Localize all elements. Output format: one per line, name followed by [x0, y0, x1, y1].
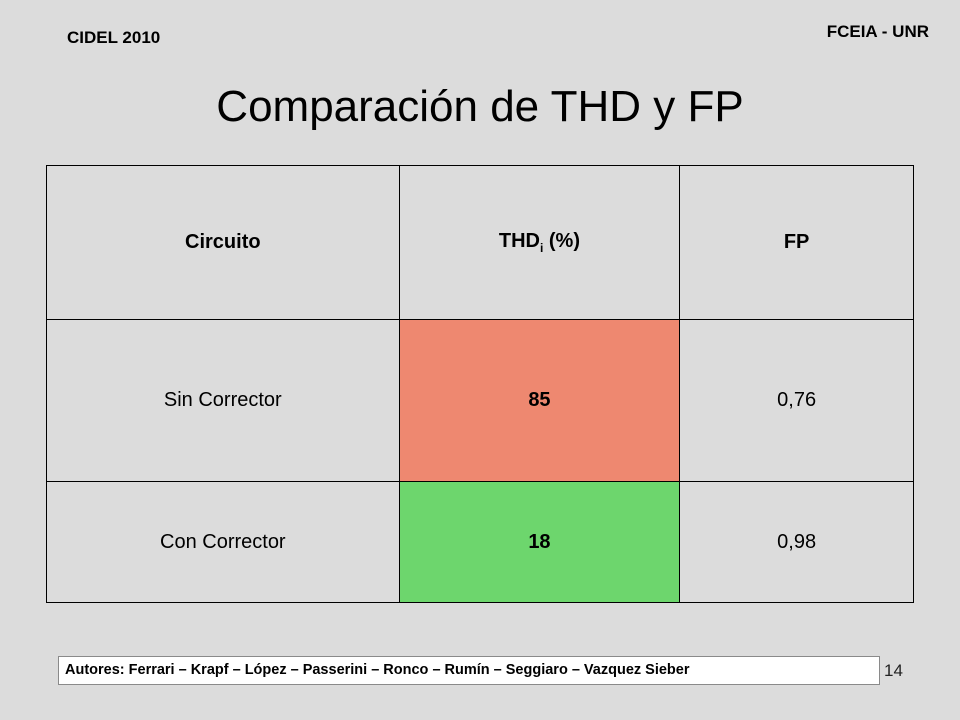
conference-label: CIDEL 2010 [67, 28, 161, 47]
cell-circuito: Con Corrector [46, 481, 400, 603]
header-thd-main: THD [498, 230, 540, 252]
header-thd-subscript: i [539, 241, 544, 255]
institution-label: FCEIA - UNR [826, 22, 929, 41]
slide-title: Comparación de THD y FP [216, 82, 744, 131]
cell-fp: 0,76 [679, 319, 914, 482]
comparison-table: Circuito THDi (%) FP Sin Corrector 85 0,… [46, 165, 914, 603]
cell-fp: 0,98 [679, 481, 914, 603]
header-thd-unit: (%) [543, 230, 580, 252]
cell-circuito: Sin Corrector [46, 319, 400, 482]
cell-thd: 85 [398, 319, 681, 482]
header-circuito: Circuito [46, 165, 400, 320]
authors-footer: Autores: Ferrari – Krapf – López – Passe… [58, 656, 880, 685]
cell-thd: 18 [398, 481, 681, 603]
page-number: 14 [884, 661, 903, 680]
table-row: Con Corrector 18 0,98 [46, 481, 914, 603]
header-fp: FP [679, 165, 914, 320]
table-row: Sin Corrector 85 0,76 [46, 319, 914, 482]
header-thd: THDi (%) [398, 165, 681, 320]
table-header-row: Circuito THDi (%) FP [46, 165, 914, 320]
